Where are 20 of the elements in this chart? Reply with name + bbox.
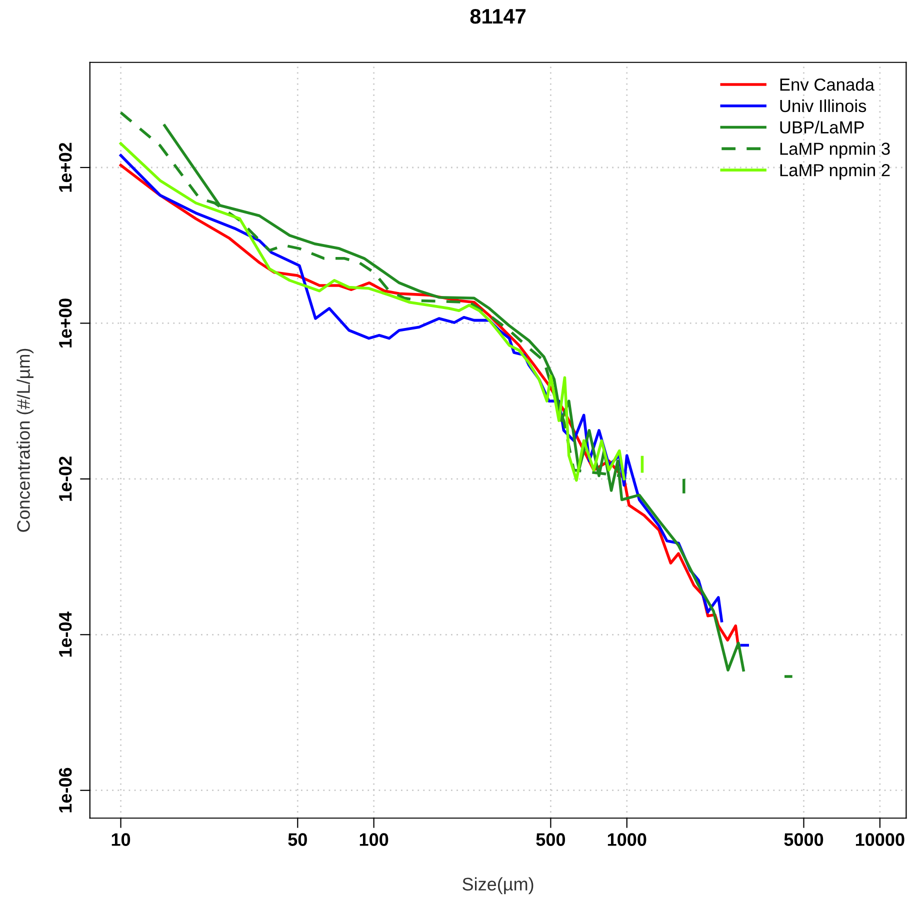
x-tick-label: 5000 [784,833,824,846]
legend-label: LaMP npmin 3 [780,142,890,158]
y-tick-label: 1e-04 [58,612,72,657]
legend-label: UBP/LaMP [780,120,864,134]
x-tick-label: 500 [536,833,566,846]
x-tick-label: 50 [288,833,307,846]
y-axis-title: Concentration (#/L/µm) [16,348,34,532]
x-tick-label: 1000 [608,833,646,846]
y-tick-label: 1e+02 [58,142,72,192]
legend-label: Env Canada [780,78,874,91]
legend-label: Univ Illinois [780,99,866,112]
chart-title: 81147 [470,8,526,24]
x-tick-label: 100 [360,833,388,846]
x-axis-title: Size(µm) [462,877,534,894]
x-tick-label: 10 [112,833,130,846]
y-tick-label: 1e-06 [58,768,72,812]
y-tick-label: 1e+00 [58,298,72,348]
y-tick-label: 1e-02 [58,456,72,501]
x-tick-label: 10000 [856,833,904,846]
legend-label: LaMP npmin 2 [780,164,890,180]
